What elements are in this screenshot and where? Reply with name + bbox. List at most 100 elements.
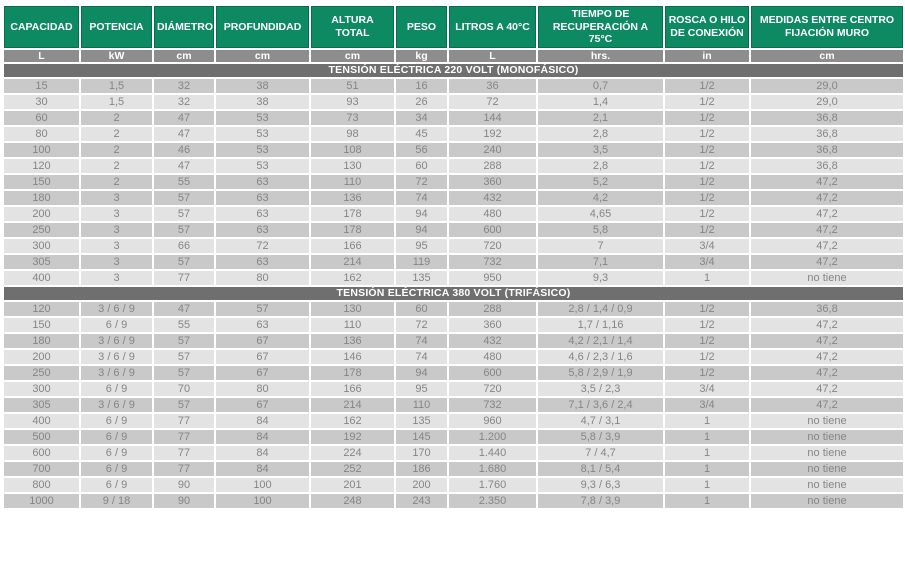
table-cell: 6 / 9 — [81, 317, 152, 332]
table-cell: 1.200 — [449, 429, 536, 444]
table-cell: 3,5 / 2,3 — [538, 381, 663, 396]
table-cell: 77 — [154, 429, 214, 444]
table-cell: 36 — [449, 78, 536, 93]
table-cell: 47,2 — [751, 397, 903, 412]
table-cell: 57 — [154, 206, 214, 221]
table-cell: 90 — [154, 477, 214, 492]
table-cell: 3 — [81, 270, 152, 285]
table-cell: 3 — [81, 206, 152, 221]
table-cell: 63 — [216, 206, 309, 221]
section-band-row: TENSIÓN ELÉCTRICA 380 VOLT (TRIFÁSICO) — [4, 286, 903, 300]
table-cell: 47,2 — [751, 190, 903, 205]
table-cell: 30 — [4, 94, 79, 109]
table-cell: 150 — [4, 174, 79, 189]
table-cell: 57 — [154, 333, 214, 348]
unit-tiempo: hrs. — [538, 49, 663, 62]
table-cell: 1.680 — [449, 461, 536, 476]
table-cell: 1/2 — [665, 206, 749, 221]
section-band-title: TENSIÓN ELÉCTRICA 220 VOLT (MONOFÁSICO) — [4, 63, 903, 77]
table-cell: 3/4 — [665, 238, 749, 253]
table-cell: 29,0 — [751, 94, 903, 109]
table-cell: 72 — [449, 94, 536, 109]
section-band-row: TENSIÓN ELÉCTRICA 220 VOLT (MONOFÁSICO) — [4, 63, 903, 77]
table-cell: 1 — [665, 493, 749, 508]
table-cell: 1/2 — [665, 174, 749, 189]
table-row: 150 6 / 9 55 63 110 72 360 1,7 / 1,16 1/2 47,2 — [4, 317, 903, 332]
table-row: 180 3 57 63 136 74 432 4,2 1/2 47,2 — [4, 190, 903, 205]
unit-potencia: kW — [81, 49, 152, 62]
table-cell: 36,8 — [751, 158, 903, 173]
unit-diametro: cm — [154, 49, 214, 62]
column-header-litros: LITROS A 40°C — [449, 6, 536, 48]
table-cell: 1 — [665, 445, 749, 460]
table-cell: 3/4 — [665, 397, 749, 412]
table-cell: 94 — [396, 365, 447, 380]
table-cell: 7 — [538, 238, 663, 253]
table-cell: 500 — [4, 429, 79, 444]
table-row: 30 1,5 32 38 93 26 72 1,4 1/2 29,0 — [4, 94, 903, 109]
table-cell: 74 — [396, 349, 447, 364]
table-cell: 119 — [396, 254, 447, 269]
table-cell: 3 — [81, 238, 152, 253]
column-header-profundidad: PROFUNDIDAD — [216, 6, 309, 48]
table-cell: 63 — [216, 174, 309, 189]
table-cell: 7,8 / 3,9 — [538, 493, 663, 508]
table-cell: 2 — [81, 174, 152, 189]
table-cell: 100 — [216, 477, 309, 492]
table-cell: 57 — [154, 349, 214, 364]
table-cell: 60 — [396, 158, 447, 173]
table-cell: 51 — [311, 78, 394, 93]
table-cell: 60 — [396, 301, 447, 316]
table-cell: 300 — [4, 238, 79, 253]
table-cell: 4,2 / 2,1 / 1,4 — [538, 333, 663, 348]
table-row: 200 3 57 63 178 94 480 4,65 1/2 47,2 — [4, 206, 903, 221]
table-cell: 1/2 — [665, 301, 749, 316]
table-cell: 300 — [4, 381, 79, 396]
table-cell: 16 — [396, 78, 447, 93]
table-cell: 2.350 — [449, 493, 536, 508]
table-cell: 36,8 — [751, 142, 903, 157]
table-cell: 108 — [311, 142, 394, 157]
table-cell: 29,0 — [751, 78, 903, 93]
table-cell: 400 — [4, 413, 79, 428]
table-cell: 1/2 — [665, 126, 749, 141]
table-cell: 192 — [311, 429, 394, 444]
table-cell: 47,2 — [751, 206, 903, 221]
table-row: 60 2 47 53 73 34 144 2,1 1/2 36,8 — [4, 110, 903, 125]
table-cell: 305 — [4, 397, 79, 412]
table-row: 500 6 / 9 77 84 192 145 1.200 5,8 / 3,9 1 no tien… — [4, 429, 903, 444]
table-row: 1000 9 / 18 90 100 248 243 2.350 7,8 / 3,9 1 no t… — [4, 493, 903, 508]
table-cell: no tiene — [751, 461, 903, 476]
table-cell: 98 — [311, 126, 394, 141]
table-row: 180 3 / 6 / 9 57 67 136 74 432 4,2 / 2,1 / 1,4 1… — [4, 333, 903, 348]
table-cell: 57 — [154, 397, 214, 412]
column-header-altura: ALTURA TOTAL — [311, 6, 394, 48]
table-cell: 47,2 — [751, 333, 903, 348]
table-row: 300 6 / 9 70 80 166 95 720 3,5 / 2,3 3/4 47,2 — [4, 381, 903, 396]
table-cell: 3/4 — [665, 254, 749, 269]
table-cell: 80 — [216, 381, 309, 396]
table-cell: 55 — [154, 174, 214, 189]
table-cell: 2 — [81, 126, 152, 141]
table-cell: no tiene — [751, 493, 903, 508]
table-cell: 1/2 — [665, 349, 749, 364]
table-cell: 95 — [396, 238, 447, 253]
table-cell: 3 / 6 / 9 — [81, 365, 152, 380]
table-cell: 214 — [311, 397, 394, 412]
table-cell: 72 — [396, 317, 447, 332]
table-cell: 3 / 6 / 9 — [81, 349, 152, 364]
table-cell: 6 / 9 — [81, 445, 152, 460]
table-header: CAPACIDAD POTENCIA DIÁMETRO PROFUNDIDAD … — [4, 6, 903, 62]
table-cell: 1 — [665, 477, 749, 492]
table-cell: 57 — [154, 365, 214, 380]
table-cell: 5,8 / 3,9 — [538, 429, 663, 444]
unit-litros: L — [449, 49, 536, 62]
table-cell: 170 — [396, 445, 447, 460]
table-cell: 250 — [4, 365, 79, 380]
table-cell: 240 — [449, 142, 536, 157]
table-cell: 74 — [396, 333, 447, 348]
table-cell: 200 — [396, 477, 447, 492]
table-cell: 480 — [449, 206, 536, 221]
table-cell: 57 — [216, 301, 309, 316]
table-cell: 1 — [665, 461, 749, 476]
